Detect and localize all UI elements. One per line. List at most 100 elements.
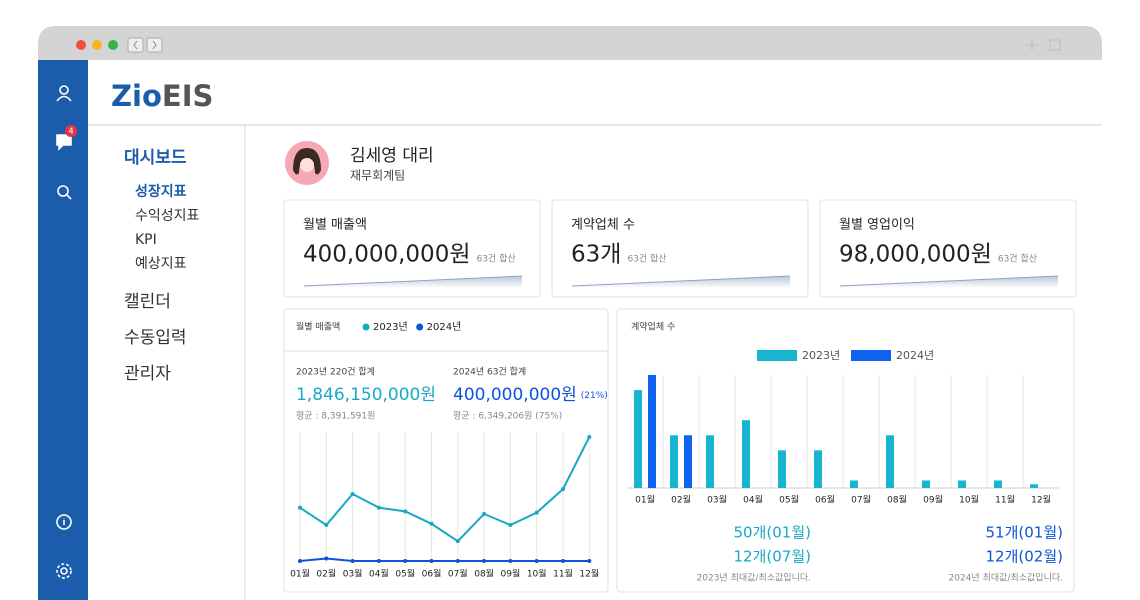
- nav-subitem[interactable]: 성장지표: [135, 183, 187, 200]
- legend-label: 2023년: [373, 321, 408, 333]
- nav-subitem[interactable]: 수익성지표: [135, 208, 200, 224]
- summary-total-value: 400,000,000원: [453, 385, 577, 405]
- point: [376, 505, 381, 510]
- point: [561, 559, 565, 563]
- min-label: 12개(02월): [986, 548, 1063, 566]
- x-tick-label: 08월: [887, 494, 907, 506]
- point: [429, 521, 434, 526]
- nav-item[interactable]: 캘린더: [124, 292, 171, 312]
- back-button[interactable]: [127, 37, 144, 53]
- point: [350, 492, 355, 497]
- x-tick-label: 11월: [553, 568, 573, 580]
- summary-average: 평균 : 6,349,206원 (75%): [453, 411, 562, 422]
- bar: [886, 435, 894, 488]
- series-line: [299, 557, 590, 562]
- contract-panel: [616, 308, 1075, 593]
- bar: [958, 480, 966, 488]
- nav-item[interactable]: 대시보드: [124, 148, 187, 168]
- bar: [778, 450, 786, 488]
- point: [587, 559, 592, 563]
- search-icon[interactable]: [57, 185, 72, 200]
- sales-panel: [283, 308, 609, 593]
- user-icon[interactable]: [56, 85, 72, 102]
- chart-title: 계약업체 수: [631, 321, 675, 333]
- x-tick-label: 12월: [579, 568, 599, 580]
- point: [403, 509, 408, 514]
- card-title: 계약업체 수: [571, 218, 635, 233]
- x-tick-label: 11월: [995, 494, 1015, 506]
- bar: [648, 375, 656, 488]
- profile-team: 재무회계팀: [350, 169, 405, 183]
- legend-swatch: [851, 350, 891, 361]
- point: [534, 510, 539, 515]
- logo-part: EIS: [162, 79, 214, 113]
- bar: [742, 420, 750, 488]
- bar: [922, 480, 930, 488]
- close-button[interactable]: [76, 40, 86, 50]
- forward-icon: [152, 40, 157, 50]
- card-title: 월별 매출액: [303, 218, 367, 233]
- kpi-card: [283, 199, 541, 298]
- point: [429, 559, 434, 563]
- badge: [65, 125, 77, 137]
- profile-name: 김세영 대리: [350, 146, 434, 166]
- bar: [814, 450, 822, 488]
- logo[interactable]: ZioEIS: [111, 79, 213, 113]
- x-tick-label: 06월: [422, 568, 442, 580]
- summary-total: 400,000,000원 (21%): [453, 385, 608, 405]
- back-icon: [133, 40, 138, 50]
- point: [324, 556, 329, 561]
- card-value: 63개: [571, 242, 621, 268]
- x-tick-label: 04월: [369, 568, 389, 580]
- avatar-hair: [293, 148, 321, 175]
- bar: [850, 480, 858, 488]
- nav-subitem[interactable]: 예상지표: [135, 256, 187, 272]
- nav-subitem[interactable]: KPI: [135, 232, 157, 248]
- new-tab-icon[interactable]: [1026, 39, 1038, 51]
- bar: [634, 390, 642, 488]
- point: [482, 559, 487, 563]
- sparkline: [303, 275, 523, 287]
- legend-label: 2023년: [802, 349, 840, 362]
- bar: [706, 435, 714, 488]
- kpi-card: [819, 199, 1077, 298]
- avatar-face: [300, 158, 314, 172]
- point: [298, 505, 302, 510]
- series-line: [299, 436, 591, 543]
- legend-dot: [362, 323, 370, 331]
- max-label: 50개(01월): [734, 524, 811, 542]
- nav-item[interactable]: 관리자: [124, 364, 171, 384]
- x-tick-label: 02월: [671, 494, 691, 506]
- point: [324, 523, 329, 528]
- info-icon[interactable]: [56, 514, 72, 530]
- legend-dot: [416, 323, 424, 331]
- logo-part: Zio: [111, 79, 162, 113]
- settings-icon[interactable]: [56, 563, 72, 579]
- point: [508, 523, 513, 528]
- x-tick-label: 05월: [395, 568, 415, 580]
- card-note: 63건 합산: [627, 254, 666, 265]
- point: [455, 559, 460, 563]
- card-value: 400,000,000원: [303, 242, 470, 268]
- point: [534, 559, 539, 563]
- x-tick-label: 08월: [474, 568, 494, 580]
- minimize-button[interactable]: [92, 40, 102, 50]
- point: [482, 511, 487, 516]
- bar: [684, 435, 692, 488]
- x-tick-label: 01월: [635, 494, 655, 506]
- summary-note: 2023년 최대값/최소값입니다.: [697, 572, 811, 584]
- summary-ratio: (21%): [581, 391, 608, 401]
- window-icon[interactable]: [1049, 39, 1061, 51]
- nav-item[interactable]: 수동입력: [124, 328, 187, 348]
- point: [376, 559, 381, 563]
- x-tick-label: 06월: [815, 494, 835, 506]
- sparkline: [839, 275, 1059, 287]
- summary-total: 1,846,150,000원: [296, 385, 436, 405]
- min-label: 12개(07월): [734, 548, 811, 566]
- card-note: 63건 합산: [998, 254, 1037, 265]
- forward-button[interactable]: [146, 37, 163, 53]
- x-tick-label: 09월: [501, 568, 521, 580]
- maximize-button[interactable]: [108, 40, 118, 50]
- legend-swatch: [757, 350, 797, 361]
- sidebar: [38, 60, 88, 600]
